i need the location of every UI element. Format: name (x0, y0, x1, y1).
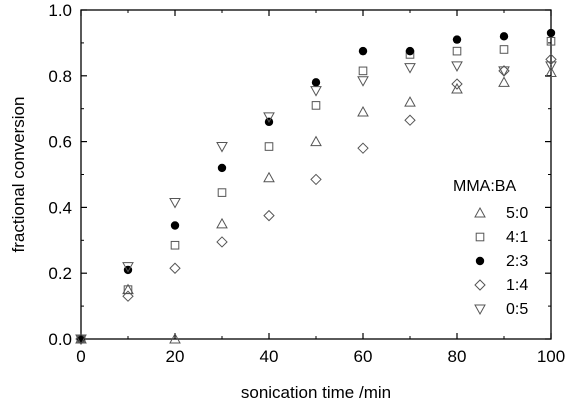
data-point (357, 76, 369, 87)
series-4-1 (76, 36, 556, 344)
data-point (404, 96, 416, 107)
data-point (216, 142, 228, 153)
legend: MMA:BA 5:0 4:1 2:3 1:4 0:5 (453, 178, 528, 318)
data-point (498, 66, 510, 77)
y-tick-label: 0.2 (48, 264, 72, 283)
tick-labels: 0 20 40 60 80 100 0.0 0.2 0.4 0.6 0.8 1.0 (48, 1, 565, 366)
data-point (217, 163, 227, 173)
legend-label: 5:0 (506, 205, 528, 222)
x-tick-label: 100 (537, 347, 565, 366)
series-0-5 (75, 61, 557, 346)
data-point (358, 46, 368, 56)
data-point (545, 53, 557, 66)
data-point (404, 63, 416, 74)
data-point (264, 142, 274, 151)
data-point (310, 86, 322, 97)
data-point (169, 332, 181, 344)
x-tick-label: 0 (76, 347, 85, 366)
data-point (499, 32, 509, 41)
legend-marker (475, 256, 485, 266)
legend-title: MMA:BA (453, 178, 516, 195)
data-point (451, 61, 463, 72)
x-tick-label: 20 (166, 347, 185, 366)
x-tick-label: 40 (260, 347, 279, 366)
legend-marker (474, 206, 486, 218)
data-point (310, 135, 322, 147)
data-point (452, 35, 462, 44)
x-axis-title: sonication time /min (241, 383, 391, 402)
data-point (545, 66, 557, 78)
data-point (499, 45, 509, 54)
y-tick-label: 0.0 (48, 330, 72, 349)
y-tick-label: 0.8 (48, 67, 72, 86)
y-tick-label: 0.6 (48, 133, 72, 152)
legend-marker (474, 279, 486, 291)
series-1-4 (75, 53, 557, 345)
data-point (123, 285, 133, 294)
data-point (452, 46, 462, 56)
data-point (451, 78, 463, 90)
data-point (169, 262, 181, 274)
data-point (75, 334, 87, 346)
x-tick-label: 80 (448, 347, 467, 366)
legend-marker (475, 232, 485, 242)
data-point (545, 61, 557, 72)
data-point (263, 209, 275, 222)
data-point (498, 76, 510, 87)
y-axis-title: fractional conversion (9, 97, 28, 253)
x-tick-label: 60 (354, 347, 373, 366)
data-point (170, 240, 180, 250)
data-point (311, 78, 321, 87)
data-point (169, 197, 181, 209)
data-point (405, 46, 415, 56)
data-point (263, 112, 275, 123)
legend-label: 0:5 (506, 301, 528, 318)
data-point (546, 36, 556, 46)
data-point (546, 28, 556, 38)
legend-label: 4:1 (506, 229, 528, 246)
data-point (170, 221, 180, 230)
data-point (311, 101, 321, 110)
data-point (263, 171, 275, 183)
legend-label: 2:3 (506, 253, 528, 270)
data-point (122, 262, 134, 273)
axis-ticks (80, 9, 552, 340)
data-point (217, 188, 227, 197)
data-point (357, 142, 369, 154)
data-point (216, 217, 228, 229)
data-point (358, 66, 368, 76)
data-point (404, 114, 416, 126)
y-tick-label: 0.4 (48, 198, 72, 217)
data-points (75, 28, 557, 346)
data-point (357, 105, 369, 117)
data-point (122, 290, 134, 302)
data-point (451, 82, 463, 94)
legend-label: 1:4 (506, 277, 528, 294)
data-point (216, 236, 228, 248)
legend-marker (474, 304, 486, 316)
y-tick-label: 1.0 (48, 1, 72, 20)
data-point (310, 173, 322, 186)
